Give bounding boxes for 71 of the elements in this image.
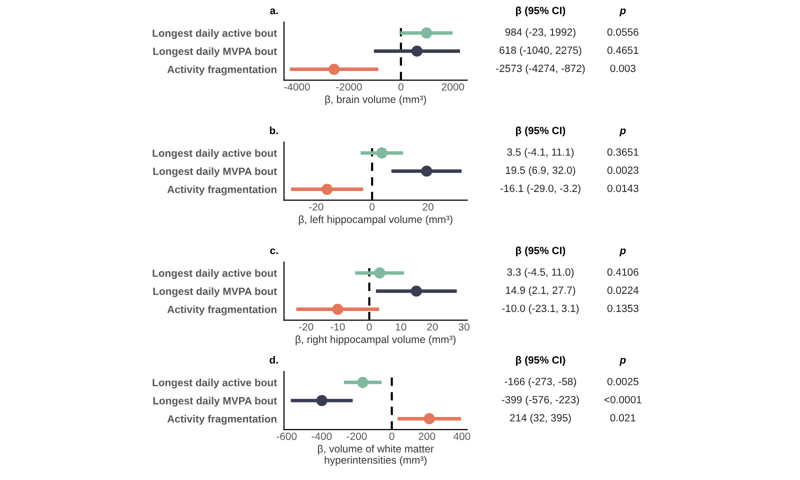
y-tick-label: Longest daily MVPA bout: [153, 287, 277, 298]
text: β (95% CI): [516, 6, 566, 16]
chart-title: d.: [270, 356, 278, 364]
x-tick-label: 0: [366, 323, 372, 331]
text: 214 (32, 395): [510, 414, 571, 424]
chart-title: a.: [270, 8, 278, 14]
y-tick-label: Longest daily MVPA bout: [153, 396, 277, 407]
text: β (95% CI): [516, 246, 566, 256]
y-tick-label: Activity fragmentation: [167, 65, 276, 76]
x-tick-label: -200: [346, 432, 367, 440]
text: p: [620, 8, 626, 16]
x-tick-label: -600: [276, 432, 297, 440]
text: 0.4106: [607, 268, 638, 276]
text: -2573 (-4274, -872): [496, 64, 585, 74]
text: <0.0001: [604, 396, 642, 404]
x-tick-label: -20: [299, 323, 314, 331]
y-tick-label: Longest daily active bout: [152, 378, 277, 388]
x-tick-label: 200: [418, 432, 436, 440]
x-tick-label: 0: [389, 432, 394, 440]
text: -10.0 (-23.1, 3.1): [502, 304, 579, 314]
text: -16.1 (-29.0, -3.2): [500, 184, 580, 194]
text: 0.1353: [607, 304, 638, 312]
text: 0.0224: [607, 286, 639, 294]
text: β (95% CI): [516, 126, 566, 136]
text: 0.4651: [607, 46, 638, 54]
text: 618 (-1040, 2275): [500, 46, 582, 56]
text: 19.5 (6.9, 32.0): [506, 166, 576, 176]
x-tick-label: -4000: [284, 83, 310, 91]
x-axis-title: β, brain volume (mm³): [325, 95, 426, 106]
y-tick-label: Activity fragmentation: [167, 305, 276, 316]
x-axis-title: β, right hippocampal volume (mm³): [296, 335, 456, 346]
text: -399 (-576, -223): [502, 396, 579, 406]
text: 0.003: [610, 64, 636, 72]
chart-title: c.: [270, 248, 278, 254]
x-tick-label: -20: [309, 203, 324, 211]
text: 0.0023: [607, 166, 638, 174]
x-axis-title: β, volume of white matter hyperintensities (mm³): [318, 444, 434, 466]
text: 0.0025: [607, 378, 638, 386]
x-tick-label: -10: [330, 323, 345, 331]
text: 3.5 (-4.1, 11.1): [507, 148, 574, 158]
text: p: [620, 128, 626, 136]
text: 14.9 (2.1, 27.7): [506, 286, 576, 296]
text: 984 (-23, 1992): [505, 28, 576, 38]
text: -166 (-273, -58): [504, 378, 576, 388]
y-tick-label: Longest daily MVPA bout: [153, 47, 277, 58]
y-tick-label: Longest daily active bout: [152, 29, 277, 39]
y-tick-label: Longest daily active bout: [152, 149, 277, 159]
text: p: [620, 248, 626, 256]
x-axis-title: β, left hippocampal volume (mm³): [298, 215, 452, 226]
x-tick-label: -400: [312, 432, 332, 440]
x-tick-label: 10: [396, 323, 406, 331]
text: 3.3 (-4.5, 11.0): [507, 268, 574, 278]
text: 0.0143: [607, 184, 638, 192]
y-tick-label: Longest daily MVPA bout: [153, 167, 277, 178]
y-tick-label: Longest daily active bout: [152, 269, 277, 279]
text: p: [620, 358, 626, 366]
x-tick-label: 0: [370, 203, 375, 211]
y-tick-label: Activity fragmentation: [167, 185, 276, 196]
text: 0.021: [610, 414, 636, 422]
x-tick-label: 20: [427, 323, 438, 331]
y-tick-label: Activity fragmentation: [167, 414, 276, 425]
text: 0.0556: [607, 28, 638, 36]
x-tick-label: 20: [422, 203, 434, 211]
x-tick-label: 2000: [442, 83, 464, 91]
x-tick-label: -2000: [336, 83, 362, 91]
text: 0.3651: [607, 148, 638, 156]
x-tick-label: 30: [458, 323, 470, 331]
text: β (95% CI): [516, 356, 566, 366]
x-tick-label: 400: [453, 432, 470, 440]
x-tick-label: 0: [398, 83, 404, 91]
chart-title: b.: [270, 126, 278, 134]
